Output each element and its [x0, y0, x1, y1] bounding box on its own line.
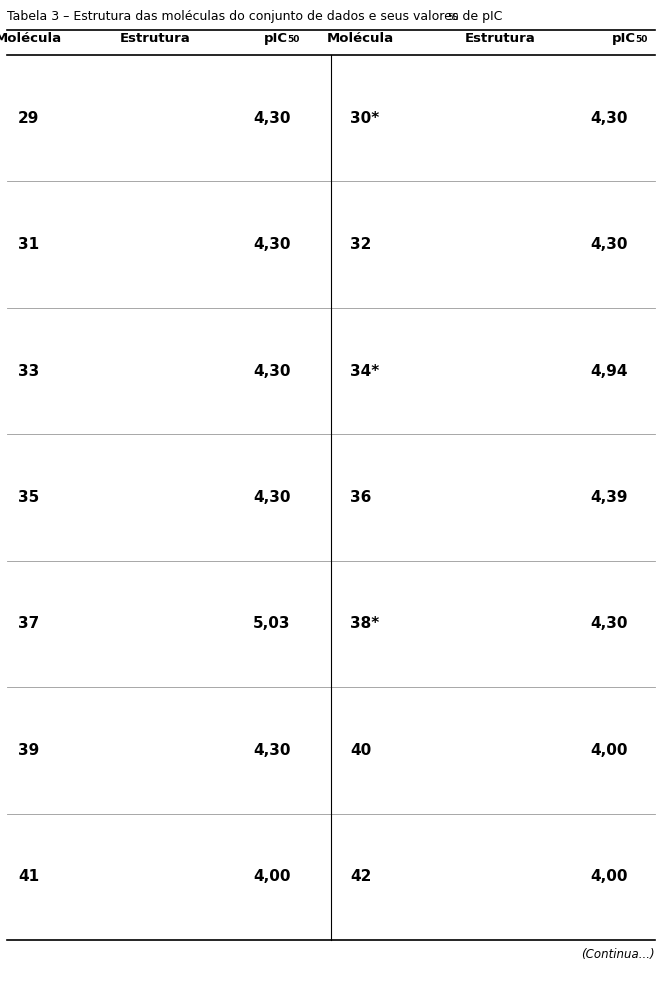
Text: 42: 42: [350, 870, 371, 885]
Text: 4,30: 4,30: [591, 616, 628, 631]
Text: 29: 29: [18, 110, 39, 125]
Text: 4,00: 4,00: [254, 870, 291, 885]
Text: 40: 40: [350, 743, 371, 757]
Text: 37: 37: [18, 616, 39, 631]
Text: 50: 50: [287, 35, 299, 44]
Text: 33: 33: [18, 364, 39, 379]
Text: 5,03: 5,03: [254, 616, 291, 631]
Text: 36: 36: [350, 490, 371, 505]
Text: 4,30: 4,30: [254, 110, 291, 125]
Text: 31: 31: [18, 238, 39, 252]
Text: 34*: 34*: [350, 364, 379, 379]
Text: 30*: 30*: [350, 110, 379, 125]
Text: 4,30: 4,30: [591, 238, 628, 252]
Text: pIC: pIC: [612, 32, 636, 45]
Text: 32: 32: [350, 238, 371, 252]
Text: 50: 50: [447, 13, 459, 22]
Text: 35: 35: [18, 490, 39, 505]
Text: 4,30: 4,30: [254, 743, 291, 757]
Text: Molécula: Molécula: [0, 32, 62, 45]
Text: 4,30: 4,30: [254, 238, 291, 252]
Text: 4,30: 4,30: [254, 490, 291, 505]
Text: 4,94: 4,94: [591, 364, 628, 379]
Text: Tabela 3 – Estrutura das moléculas do conjunto de dados e seus valores de pIC: Tabela 3 – Estrutura das moléculas do co…: [7, 10, 502, 23]
Text: 4,00: 4,00: [591, 743, 628, 757]
Text: 4,39: 4,39: [591, 490, 628, 505]
Text: 4,00: 4,00: [591, 870, 628, 885]
Text: (Continua...): (Continua...): [581, 948, 655, 961]
Text: 38*: 38*: [350, 616, 379, 631]
Text: Estrutura: Estrutura: [465, 32, 536, 45]
Text: Estrutura: Estrutura: [120, 32, 191, 45]
Text: Molécula: Molécula: [326, 32, 394, 45]
Text: 39: 39: [18, 743, 39, 757]
Text: 4,30: 4,30: [254, 364, 291, 379]
Text: 41: 41: [18, 870, 39, 885]
Text: 50: 50: [635, 35, 647, 44]
Text: .: .: [455, 10, 459, 23]
Text: pIC: pIC: [264, 32, 288, 45]
Text: 4,30: 4,30: [591, 110, 628, 125]
